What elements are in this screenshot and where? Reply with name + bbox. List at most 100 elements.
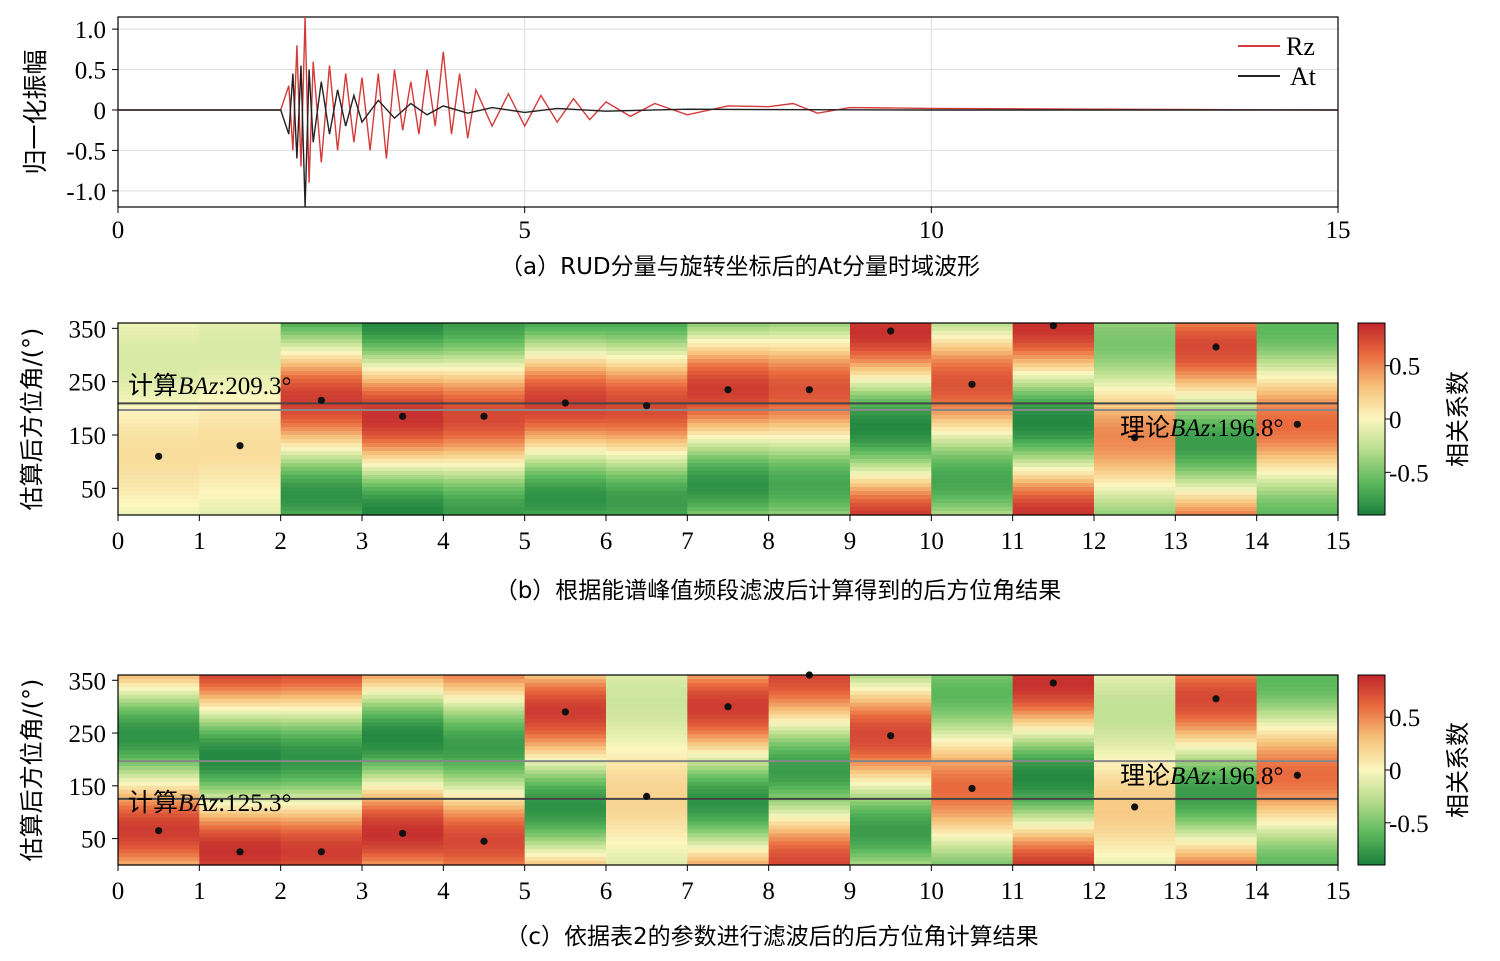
heatmap-cell (606, 833, 688, 838)
heatmap-cell (768, 347, 851, 352)
heatmap-cell (118, 403, 200, 408)
heatmap-cell (1256, 849, 1339, 854)
heatmap-cell (199, 722, 282, 728)
heatmap-cell (606, 821, 688, 827)
heatmap-cell (1175, 435, 1258, 440)
heatmap-cell (687, 339, 770, 344)
heatmap-cell (362, 507, 444, 512)
heatmap-cell (280, 419, 363, 424)
x-tick-label: 7 (681, 528, 694, 555)
heatmap-cell (768, 754, 851, 759)
heatmap-cell (118, 511, 200, 516)
heatmap-cell (606, 459, 688, 464)
heatmap-cell (524, 825, 607, 830)
heatmap-cell (443, 849, 526, 854)
heatmap-cell (1094, 487, 1176, 492)
heatmap-cell (687, 491, 770, 496)
heatmap-cell (606, 323, 688, 328)
heatmap-cell (443, 395, 526, 400)
heatmap-cell (524, 793, 607, 799)
heatmap-cell (199, 331, 282, 336)
peak-marker (1049, 679, 1057, 687)
heatmap-cell (118, 682, 200, 688)
heatmap-cell (606, 507, 688, 512)
heatmap-cell (931, 423, 1014, 428)
heatmap-cell (606, 371, 688, 376)
heatmap-cell (524, 809, 607, 815)
heatmap-cell (1175, 359, 1258, 364)
heatmap-cell (850, 483, 932, 488)
heatmap-cell (199, 746, 282, 751)
heatmap-cell (687, 694, 770, 700)
heatmap-cell (118, 463, 200, 468)
heatmap-cell (118, 415, 200, 420)
heatmap-cell (199, 829, 282, 834)
heatmap-cell (1094, 455, 1176, 460)
heatmap-cell (1094, 371, 1176, 376)
heatmap-cell (931, 447, 1014, 452)
heatmap-cell (524, 841, 607, 846)
heatmap-cell (524, 439, 607, 444)
panel-a-series (118, 16, 1339, 208)
heatmap-cell (931, 861, 1014, 866)
heatmap-cell (443, 785, 526, 791)
heatmap-cell (524, 455, 607, 460)
heatmap-cell (768, 738, 851, 743)
heatmap-cell (280, 439, 363, 444)
heatmap-cell (1094, 403, 1176, 408)
heatmap-cell (1012, 411, 1095, 416)
heatmap-cell (524, 359, 607, 364)
heatmap-cell (1012, 451, 1095, 456)
heatmap-cell (199, 813, 282, 819)
heatmap-cell (524, 754, 607, 759)
heatmap-cell (524, 833, 607, 838)
heatmap-cell (280, 686, 363, 692)
heatmap-cell (118, 738, 200, 743)
heatmap-cell (768, 355, 851, 360)
heatmap-cell (118, 809, 200, 815)
heatmap-cell (850, 682, 932, 688)
heatmap-cell (850, 750, 932, 755)
heatmap-cell (606, 801, 688, 807)
heatmap-cell (443, 387, 526, 392)
heatmap-cell (850, 423, 932, 428)
heatmap-cell (1175, 467, 1258, 472)
heatmap-cell (362, 853, 444, 858)
heatmap-cell (1175, 742, 1258, 747)
panel-c-ylabel: 估算后方位角/(°) (18, 679, 46, 862)
heatmap-cell (931, 829, 1014, 834)
heatmap-cell (1256, 734, 1339, 739)
peak-marker (317, 396, 325, 404)
heatmap-cell (768, 495, 851, 500)
heatmap-cell (443, 331, 526, 336)
heatmap-cell (524, 746, 607, 751)
heatmap-cell (687, 495, 770, 500)
heatmap-cell (931, 371, 1014, 376)
heatmap-cell (1175, 419, 1258, 424)
heatmap-cell (1012, 686, 1095, 692)
heatmap-cell (687, 499, 770, 504)
heatmap-cell (524, 331, 607, 336)
heatmap-cell (606, 781, 688, 787)
heatmap-cell (118, 363, 200, 368)
heatmap-cell (768, 730, 851, 735)
heatmap-cell (443, 813, 526, 819)
heatmap-cell (1012, 726, 1095, 732)
heatmap-cell (1256, 686, 1339, 692)
heatmap-cell (362, 813, 444, 819)
heatmap-cell (1175, 777, 1258, 783)
heatmap-cell (687, 718, 770, 724)
heatmap-cell (1094, 746, 1176, 751)
heatmap-cell (280, 371, 363, 376)
heatmap-cell (1094, 734, 1176, 739)
heatmap-cell (1175, 351, 1258, 356)
heatmap-cell (1175, 722, 1258, 728)
heatmap-cell (199, 399, 282, 404)
heatmap-cell (362, 359, 444, 364)
heatmap-cell (768, 841, 851, 846)
heatmap-cell (362, 675, 444, 680)
heatmap-cell (850, 845, 932, 850)
heatmap-cell (1175, 754, 1258, 759)
heatmap-cell (931, 845, 1014, 850)
heatmap-cell (687, 395, 770, 400)
